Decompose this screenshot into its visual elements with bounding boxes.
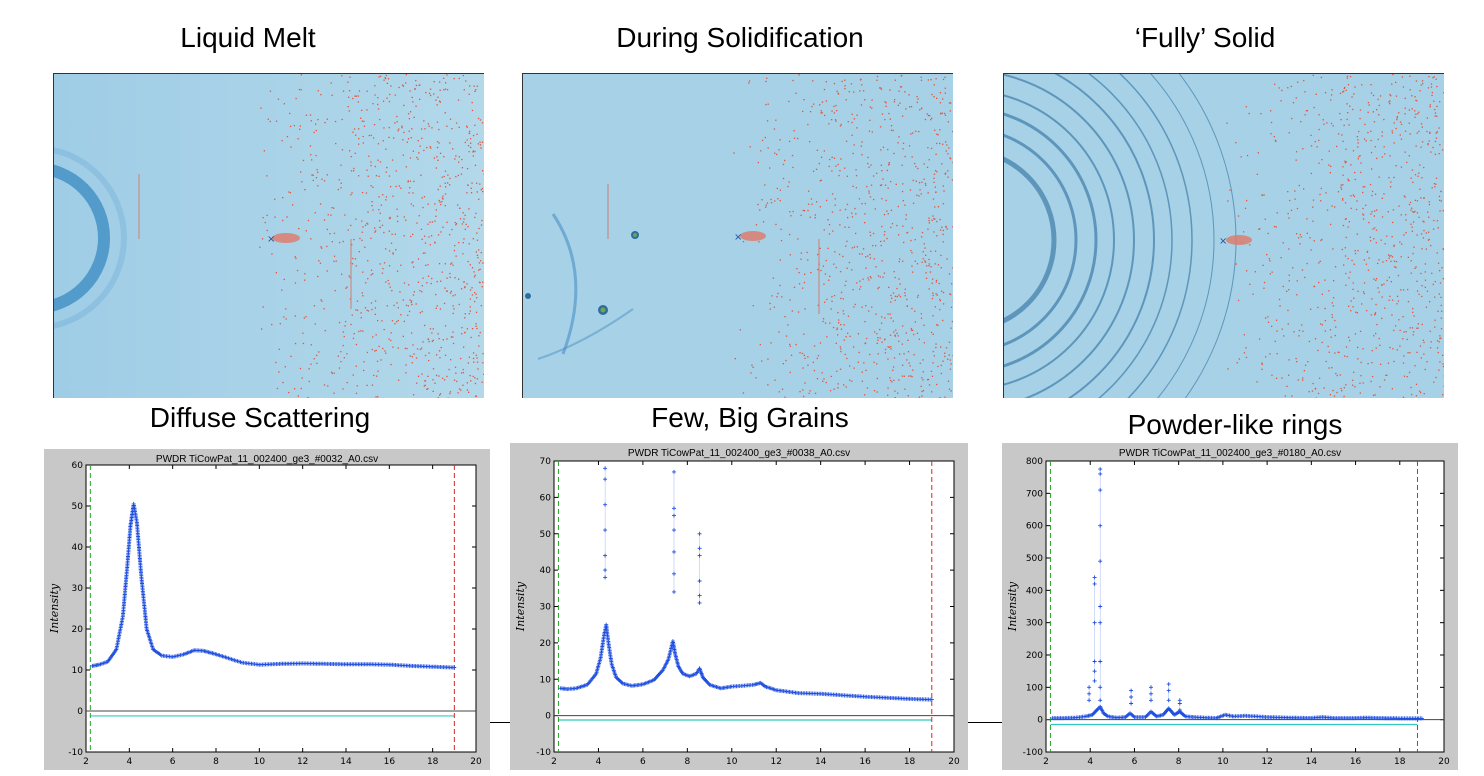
pattern-plot-1: PWDR TiCowPat_11_002400_ge3_#0032_A0.csv… xyxy=(44,449,490,770)
data-series xyxy=(90,501,457,670)
y-tick-label: 400 xyxy=(1026,586,1043,596)
detector-image-during-solidification: × xyxy=(522,73,953,398)
y-axis-label: Intensity xyxy=(1006,581,1019,632)
y-tick-label: 50 xyxy=(72,502,84,512)
x-tick-label: 6 xyxy=(1132,757,1138,767)
x-tick-label: 20 xyxy=(1438,757,1450,767)
y-tick-label: 10 xyxy=(72,666,84,676)
x-tick-label: 12 xyxy=(770,757,781,767)
detector-image-fully-solid: × xyxy=(1003,73,1444,398)
svg-text:×: × xyxy=(1219,236,1227,247)
y-tick-label: 40 xyxy=(540,566,552,576)
y-axis-label: Intensity xyxy=(48,583,61,634)
y-tick-label: 10 xyxy=(540,675,552,685)
x-tick-label: 16 xyxy=(1350,757,1362,767)
data-point xyxy=(1419,716,1424,721)
y-tick-label: -10 xyxy=(536,748,551,758)
plot-title: PWDR TiCowPat_11_002400_ge3_#0180_A0.csv xyxy=(1119,448,1341,459)
x-tick-label: 10 xyxy=(1217,757,1229,767)
x-tick-label: 12 xyxy=(297,757,308,767)
title-powder-like-rings: Powder-like rings xyxy=(1127,409,1343,440)
y-tick-label: 0 xyxy=(1037,716,1043,726)
data-point xyxy=(929,697,934,702)
title-diffuse-scattering: Diffuse Scattering xyxy=(149,402,371,433)
y-tick-label: 60 xyxy=(540,493,552,503)
plot-area xyxy=(553,460,955,753)
x-tick-label: 8 xyxy=(1176,757,1182,767)
y-axis-label: Intensity xyxy=(514,581,527,632)
y-tick-label: 800 xyxy=(1026,457,1043,467)
y-tick-label: 0 xyxy=(77,707,83,717)
x-tick-label: 20 xyxy=(470,757,482,767)
x-tick-label: 10 xyxy=(254,757,266,767)
detector-image-liquid-melt: × xyxy=(53,73,484,398)
y-tick-label: 60 xyxy=(72,461,84,471)
y-tick-label: 40 xyxy=(72,543,84,553)
svg-text:×: × xyxy=(267,234,275,245)
y-tick-label: -100 xyxy=(1023,748,1044,758)
y-tick-label: 70 xyxy=(540,457,552,467)
y-tick-label: 600 xyxy=(1026,522,1043,532)
y-tick-label: 30 xyxy=(540,603,552,613)
x-tick-label: 14 xyxy=(815,757,827,767)
pattern-chart-diffuse: PWDR TiCowPat_11_002400_ge3_#0032_A0.csv… xyxy=(48,454,482,767)
x-tick-label: 2 xyxy=(1043,757,1049,767)
x-tick-label: 2 xyxy=(83,757,89,767)
pattern-plot-2: PWDR TiCowPat_11_002400_ge3_#0038_A0.csv… xyxy=(510,443,968,770)
x-tick-label: 4 xyxy=(126,757,132,767)
x-tick-label: 14 xyxy=(1306,757,1318,767)
x-tick-label: 8 xyxy=(213,757,219,767)
y-tick-label: 20 xyxy=(540,639,552,649)
y-tick-label: 500 xyxy=(1026,554,1043,564)
data-series xyxy=(1050,467,1424,721)
y-tick-label: 300 xyxy=(1026,619,1043,629)
plot-title: PWDR TiCowPat_11_002400_ge3_#0038_A0.csv xyxy=(628,448,850,459)
plot-title: PWDR TiCowPat_11_002400_ge3_#0032_A0.csv xyxy=(156,454,378,465)
pattern-chart-powder: PWDR TiCowPat_11_002400_ge3_#0180_A0.csv… xyxy=(1006,448,1450,767)
x-tick-label: 18 xyxy=(904,757,916,767)
x-tick-label: 8 xyxy=(684,757,690,767)
data-point xyxy=(452,665,457,670)
y-tick-label: 0 xyxy=(545,712,551,722)
plot-area xyxy=(1045,460,1445,753)
y-tick-label: 100 xyxy=(1026,683,1043,693)
y-tick-label: 20 xyxy=(72,625,84,635)
y-tick-label: 700 xyxy=(1026,489,1043,499)
title-liquid-melt: Liquid Melt xyxy=(180,22,316,53)
x-tick-label: 18 xyxy=(427,757,439,767)
x-tick-label: 6 xyxy=(640,757,646,767)
x-tick-label: 4 xyxy=(596,757,602,767)
pattern-plot-3: PWDR TiCowPat_11_002400_ge3_#0180_A0.csv… xyxy=(1002,443,1458,770)
title-few-big-grains: Few, Big Grains xyxy=(651,402,849,433)
pattern-chart-few-grains: PWDR TiCowPat_11_002400_ge3_#0038_A0.csv… xyxy=(514,448,960,767)
x-tick-label: 16 xyxy=(384,757,396,767)
y-tick-label: 30 xyxy=(72,584,84,594)
plot-area xyxy=(85,464,477,753)
y-tick-label: 200 xyxy=(1026,651,1043,661)
x-tick-label: 10 xyxy=(726,757,738,767)
x-tick-label: 6 xyxy=(170,757,176,767)
y-tick-label: -10 xyxy=(68,748,83,758)
title-fully-solid: ‘Fully’ Solid xyxy=(1134,22,1276,53)
svg-text:×: × xyxy=(734,232,742,243)
x-tick-label: 18 xyxy=(1394,757,1406,767)
x-tick-label: 12 xyxy=(1261,757,1272,767)
x-tick-label: 16 xyxy=(859,757,871,767)
x-tick-label: 20 xyxy=(948,757,960,767)
title-during-solidification: During Solidification xyxy=(616,22,864,53)
y-tick-label: 50 xyxy=(540,530,552,540)
x-tick-label: 2 xyxy=(551,757,557,767)
x-tick-label: 4 xyxy=(1087,757,1093,767)
data-series xyxy=(558,466,934,702)
x-tick-label: 14 xyxy=(340,757,352,767)
